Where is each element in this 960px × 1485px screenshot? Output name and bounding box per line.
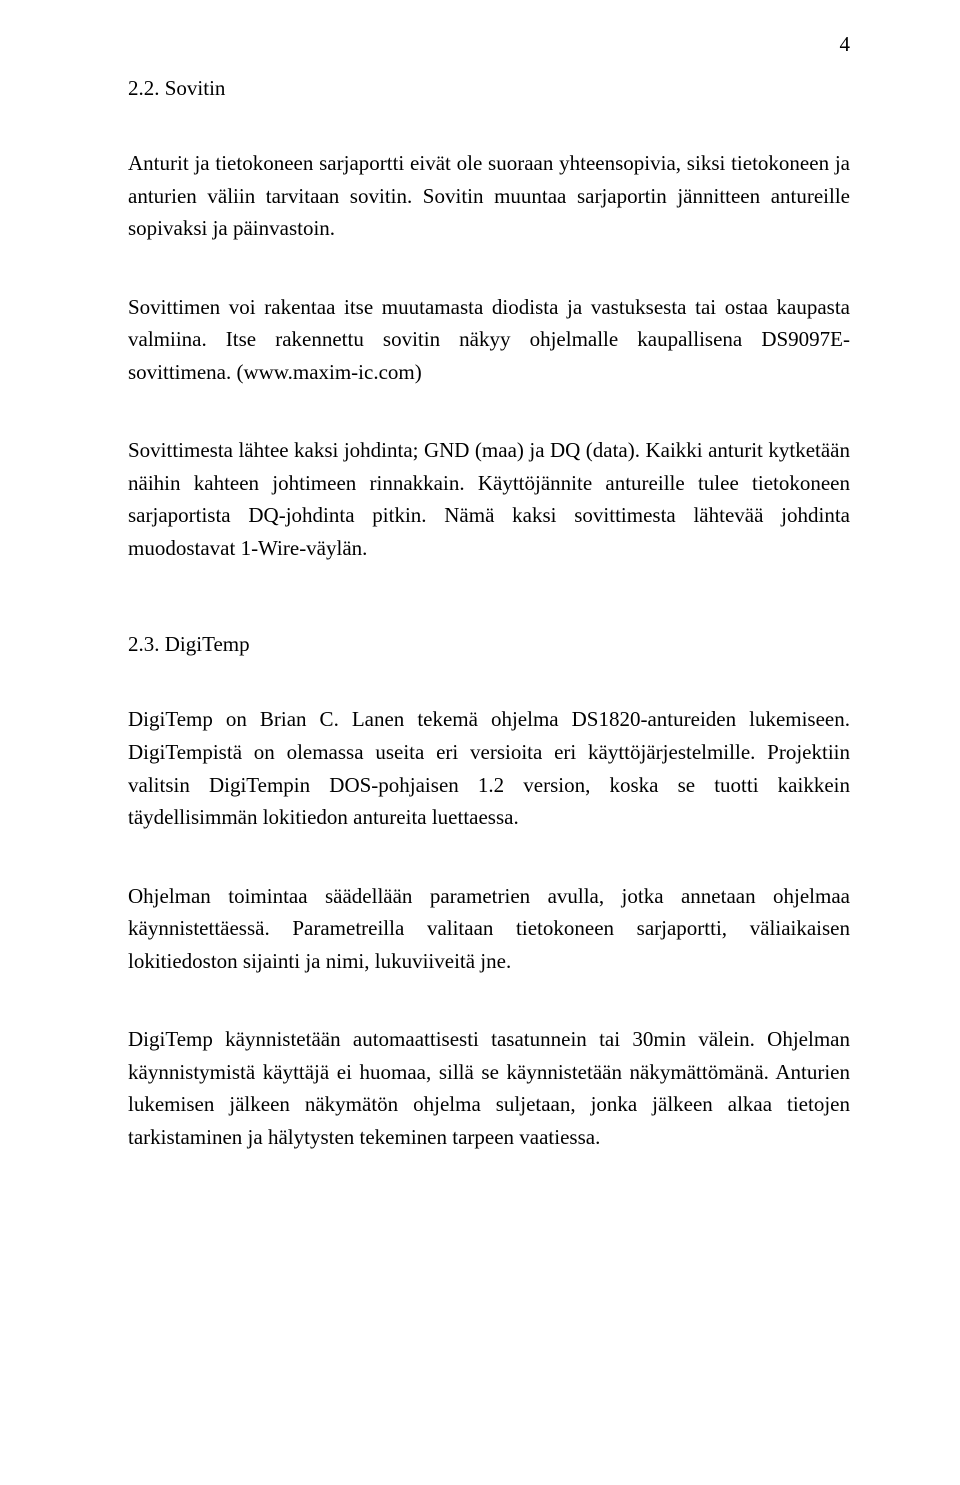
paragraph: DigiTemp käynnistetään automaattisesti t…	[128, 1023, 850, 1153]
paragraph: Sovittimesta lähtee kaksi johdinta; GND …	[128, 434, 850, 564]
paragraph: DigiTemp on Brian C. Lanen tekemä ohjelm…	[128, 703, 850, 833]
page-number: 4	[840, 32, 851, 57]
paragraph: Sovittimen voi rakentaa itse muutamasta …	[128, 291, 850, 389]
paragraph: Ohjelman toimintaa säädellään parametrie…	[128, 880, 850, 978]
paragraph: Anturit ja tietokoneen sarjaportti eivät…	[128, 147, 850, 245]
section-heading-2-3: 2.3. DigiTemp	[128, 632, 850, 657]
document-page: 4 2.2. Sovitin Anturit ja tietokoneen sa…	[0, 0, 960, 1485]
section-heading-2-2: 2.2. Sovitin	[128, 76, 850, 101]
